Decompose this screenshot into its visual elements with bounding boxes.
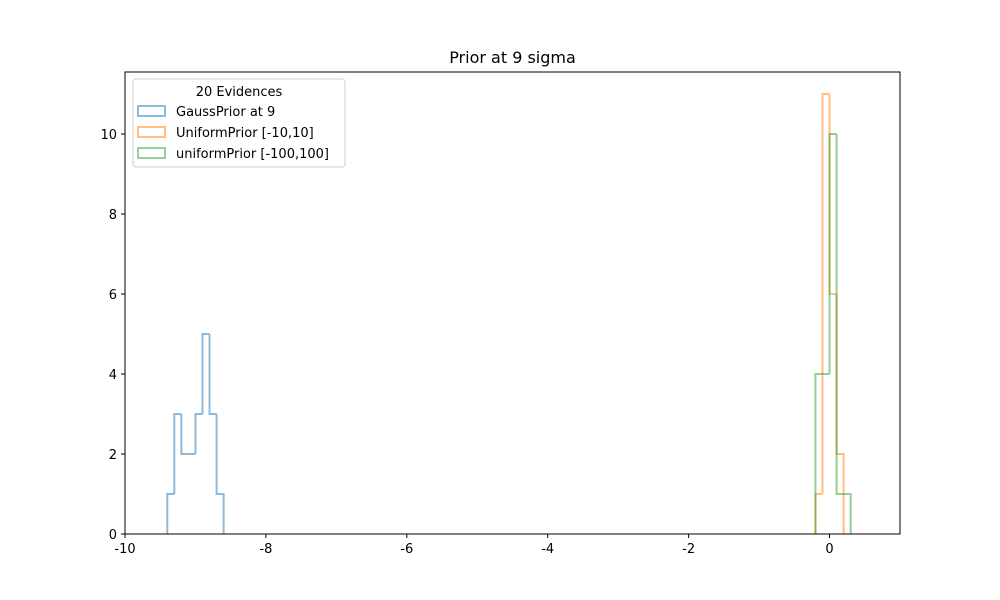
plot-frame xyxy=(124,71,901,535)
y-tick-label: 8 xyxy=(109,208,117,223)
x-tick-label: -8 xyxy=(259,542,272,557)
histogram-step xyxy=(194,413,203,454)
histogram-step xyxy=(166,493,175,534)
histogram-step xyxy=(215,414,225,534)
y-tick-label: 2 xyxy=(109,448,117,463)
histogram-step xyxy=(814,373,823,534)
x-tick-label: -2 xyxy=(682,542,695,557)
histogram-step xyxy=(180,414,189,455)
histogram-step xyxy=(208,334,217,415)
histogram-step xyxy=(173,413,182,494)
x-tick-label: 0 xyxy=(825,542,833,557)
x-tick-label: -6 xyxy=(400,542,413,557)
legend-label: GaussPrior at 9 xyxy=(176,105,275,120)
legend-swatch xyxy=(137,105,166,117)
legend-title: 20 Evidences xyxy=(196,85,283,100)
y-tick-label: 10 xyxy=(100,128,117,143)
histogram-step xyxy=(828,133,837,374)
y-tick-label: 6 xyxy=(109,288,117,303)
histogram-step xyxy=(843,493,852,534)
histogram-step xyxy=(821,93,830,494)
y-tick-label: 4 xyxy=(109,368,117,383)
x-tick-label: -10 xyxy=(114,542,135,557)
legend-box xyxy=(132,78,346,168)
legend-swatch xyxy=(137,147,166,159)
histogram-step xyxy=(835,134,844,495)
legend-swatch xyxy=(137,126,166,138)
x-tick-label: -4 xyxy=(541,542,554,557)
histogram-step xyxy=(201,333,210,414)
legend-label: uniformPrior [-100,100] xyxy=(176,147,329,162)
legend-label: UniformPrior [-10,10] xyxy=(176,126,314,141)
chart-title: Prior at 9 sigma xyxy=(449,48,576,67)
histogram-series xyxy=(814,133,852,534)
y-tick-label: 0 xyxy=(109,528,117,543)
histogram-series xyxy=(166,333,225,534)
